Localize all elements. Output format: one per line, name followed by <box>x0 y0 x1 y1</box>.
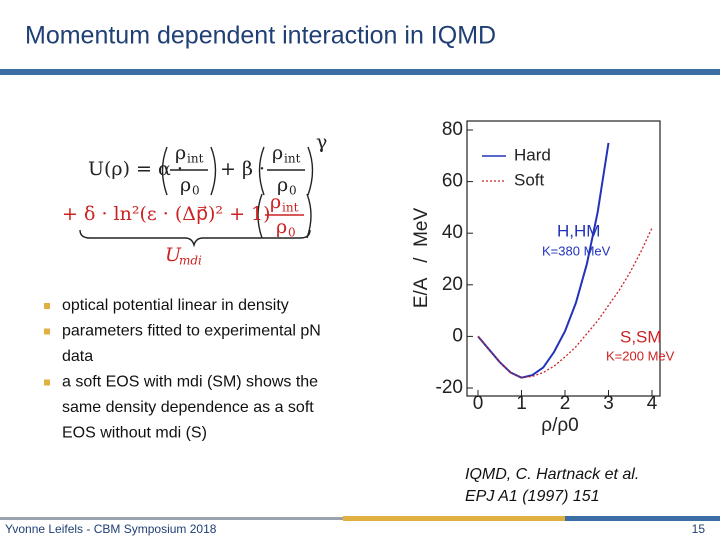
formula-part: ρ <box>277 174 288 196</box>
footer-accent <box>343 516 565 521</box>
citation: IQMD, C. Hartnack et al. <box>465 466 639 483</box>
x-tick-label: 3 <box>603 393 614 414</box>
formula-part: ρ <box>276 216 287 238</box>
y-tick-label: 20 <box>442 274 463 295</box>
bullet-text: optical potential linear in density <box>62 297 289 314</box>
bullet-text: same density dependence as a soft <box>62 399 314 416</box>
annotation: S,SM <box>620 327 662 346</box>
formula-part: γ <box>316 131 327 153</box>
y-axis-label: E/A / MeV <box>411 208 432 309</box>
formula-part: ρ <box>272 142 283 164</box>
x-axis-label: ρ/ρ0 <box>541 415 578 436</box>
formula-part: 0 <box>288 226 296 240</box>
bullet-text: EOS without mdi (S) <box>62 425 207 442</box>
bullet-text: parameters fitted to experimental pN <box>62 323 321 340</box>
formula-part: ρ <box>175 142 186 164</box>
annotation: K=380 MeV <box>542 243 611 258</box>
y-tick-label: 40 <box>442 222 463 243</box>
x-tick-label: 1 <box>516 393 527 414</box>
bullet-marker <box>44 303 50 309</box>
x-tick-label: 0 <box>473 393 484 414</box>
citation: EPJ A1 (1997) 151 <box>465 488 600 505</box>
bullet-marker <box>44 379 50 386</box>
formula-part: U <box>165 244 182 266</box>
bullet-text: data <box>62 348 93 365</box>
formula-part: + δ · ln²(ε · (Δp⃗)² + 1) <box>62 203 271 225</box>
formula-part: ρ <box>270 191 281 213</box>
formula-part: ρ <box>180 174 191 196</box>
annotation: H,HM <box>557 221 600 240</box>
footer-accent <box>565 516 720 521</box>
formula-part: 0 <box>289 184 297 198</box>
bullet-marker <box>44 328 50 335</box>
formula-glyphs <box>79 146 314 248</box>
title-bar <box>0 69 720 75</box>
slide-title: Momentum dependent interaction in IQMD <box>25 22 496 50</box>
y-tick-label: -20 <box>436 377 463 398</box>
formula-part: mdi <box>179 254 202 268</box>
x-tick-label: 4 <box>647 393 658 414</box>
x-tick-label: 2 <box>560 393 571 414</box>
formula-part: + β · <box>220 158 265 180</box>
plot-frame <box>466 120 661 397</box>
formula-part: 0 <box>192 184 200 198</box>
y-tick-label: 0 <box>452 325 463 346</box>
page-number: 15 <box>692 522 706 536</box>
legend-label: Hard <box>514 145 551 164</box>
formula-part: int <box>187 152 204 166</box>
footer: Yvonne Leifels - CBM Symposium 2018 <box>5 522 217 536</box>
annotation: K=200 MeV <box>606 348 675 363</box>
y-tick-label: 60 <box>442 171 463 192</box>
formula-part: int <box>284 152 301 166</box>
y-tick-label: 80 <box>442 119 463 140</box>
bullet-text: a soft EOS with mdi (SM) shows the <box>62 374 318 391</box>
formula-part: U(ρ) = α · <box>88 158 183 180</box>
formula-part: int <box>282 201 299 215</box>
legend-label: Soft <box>514 170 545 189</box>
